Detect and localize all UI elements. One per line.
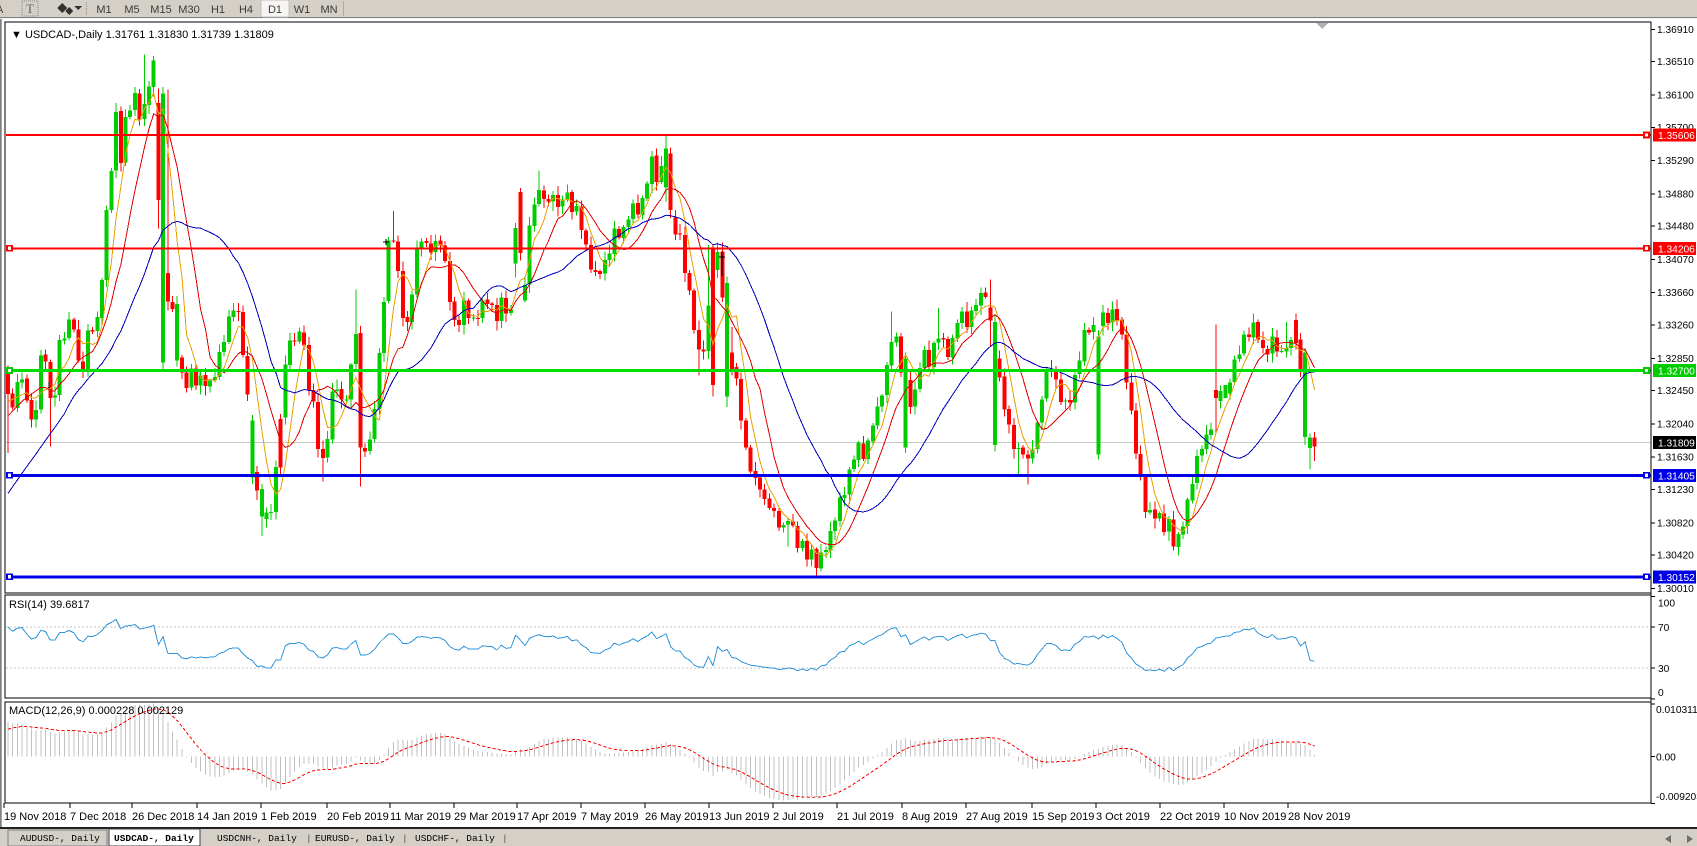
svg-text:USDCHF-, Daily: USDCHF-, Daily	[415, 833, 495, 844]
svg-text:|: |	[306, 833, 312, 844]
svg-text:22 Oct 2019: 22 Oct 2019	[1160, 811, 1220, 823]
svg-text:30: 30	[1658, 664, 1670, 675]
svg-text:1.32450: 1.32450	[1657, 386, 1694, 397]
svg-text:1.31405: 1.31405	[1658, 471, 1695, 482]
svg-text:21 Jul 2019: 21 Jul 2019	[837, 811, 894, 823]
svg-text:11 Mar 2019: 11 Mar 2019	[390, 811, 451, 823]
svg-text:13 Jun 2019: 13 Jun 2019	[709, 811, 770, 823]
svg-text:1.31230: 1.31230	[1657, 485, 1694, 496]
svg-text:A: A	[0, 4, 4, 16]
svg-text:▼ USDCAD-,Daily 1.31761 1.318: ▼ USDCAD-,Daily 1.31761 1.31830 1.31739 …	[11, 29, 274, 41]
svg-text:1.33660: 1.33660	[1657, 288, 1694, 299]
svg-text:0: 0	[1658, 688, 1664, 699]
svg-text:1.31630: 1.31630	[1657, 453, 1694, 464]
svg-text:29 Mar 2019: 29 Mar 2019	[454, 811, 516, 823]
svg-text:T: T	[26, 1, 34, 16]
svg-text:|: |	[502, 833, 508, 844]
svg-text:1.33260: 1.33260	[1657, 321, 1694, 332]
svg-text:0.010311: 0.010311	[1656, 705, 1697, 716]
svg-text:1.35700: 1.35700	[1657, 123, 1694, 134]
svg-text:8 Aug 2019: 8 Aug 2019	[902, 811, 958, 823]
svg-text:1.34070: 1.34070	[1657, 255, 1694, 266]
svg-text:↓: ↓	[46, 379, 52, 391]
svg-text:100: 100	[1658, 599, 1675, 610]
svg-text:M15: M15	[150, 4, 171, 16]
svg-text:1.35606: 1.35606	[1658, 131, 1695, 142]
svg-text:26 May 2019: 26 May 2019	[645, 811, 709, 823]
svg-text:70: 70	[1658, 623, 1670, 634]
svg-text:10 Nov 2019: 10 Nov 2019	[1224, 811, 1286, 823]
svg-text:USDCNH-, Daily: USDCNH-, Daily	[217, 833, 297, 844]
svg-text:1.30010: 1.30010	[1657, 584, 1694, 595]
svg-text:1.36910: 1.36910	[1657, 25, 1694, 36]
svg-text:1.32850: 1.32850	[1657, 354, 1694, 365]
svg-text:1.32700: 1.32700	[1658, 367, 1695, 378]
svg-text:MN: MN	[320, 4, 337, 16]
svg-text:1.34206: 1.34206	[1658, 244, 1695, 255]
svg-text:19 Nov 2018: 19 Nov 2018	[4, 811, 66, 823]
svg-text:1.34880: 1.34880	[1657, 189, 1694, 200]
svg-text:H4: H4	[239, 4, 253, 16]
svg-text:20 Feb 2019: 20 Feb 2019	[327, 811, 389, 823]
svg-text:-0.009203: -0.009203	[1656, 792, 1697, 803]
svg-text:1.36510: 1.36510	[1657, 57, 1694, 68]
svg-text:MACD(12,26,9) 0.000228 0.00212: MACD(12,26,9) 0.000228 0.002129	[9, 705, 183, 717]
svg-text:7 Dec 2018: 7 Dec 2018	[70, 811, 126, 823]
svg-text:M30: M30	[178, 4, 199, 16]
svg-text:D1: D1	[268, 4, 282, 16]
svg-text:W1: W1	[294, 4, 311, 16]
svg-text:USDCAD-, Daily: USDCAD-, Daily	[114, 833, 194, 844]
svg-text:26 Dec 2018: 26 Dec 2018	[132, 811, 194, 823]
svg-text:14 Jan 2019: 14 Jan 2019	[197, 811, 258, 823]
svg-text:3 Oct 2019: 3 Oct 2019	[1096, 811, 1150, 823]
svg-text:M5: M5	[124, 4, 139, 16]
svg-text:28 Nov 2019: 28 Nov 2019	[1288, 811, 1350, 823]
svg-text:|: |	[402, 833, 408, 844]
svg-text:EURUSD-, Daily: EURUSD-, Daily	[315, 833, 395, 844]
svg-text:17 Apr 2019: 17 Apr 2019	[517, 811, 576, 823]
svg-text:1.34480: 1.34480	[1657, 222, 1694, 233]
svg-text:27 Aug 2019: 27 Aug 2019	[966, 811, 1028, 823]
svg-text:0.00: 0.00	[1656, 753, 1676, 764]
svg-text:1.30152: 1.30152	[1658, 573, 1695, 584]
svg-text:M1: M1	[96, 4, 111, 16]
svg-text:RSI(14) 39.6817: RSI(14) 39.6817	[9, 599, 90, 611]
svg-text:1.36100: 1.36100	[1657, 90, 1694, 101]
svg-text:1.31809: 1.31809	[1658, 439, 1695, 450]
svg-text:H1: H1	[211, 4, 225, 16]
svg-text:1 Feb 2019: 1 Feb 2019	[261, 811, 317, 823]
svg-text:1.30420: 1.30420	[1657, 551, 1694, 562]
svg-text:15 Sep 2019: 15 Sep 2019	[1032, 811, 1094, 823]
svg-text:1.35290: 1.35290	[1657, 156, 1694, 167]
svg-text:1.30820: 1.30820	[1657, 518, 1694, 529]
svg-text:2 Jul 2019: 2 Jul 2019	[773, 811, 824, 823]
svg-text:AUDUSD-, Daily: AUDUSD-, Daily	[20, 833, 100, 844]
svg-text:1.32040: 1.32040	[1657, 420, 1694, 431]
svg-text:7 May 2019: 7 May 2019	[581, 811, 638, 823]
